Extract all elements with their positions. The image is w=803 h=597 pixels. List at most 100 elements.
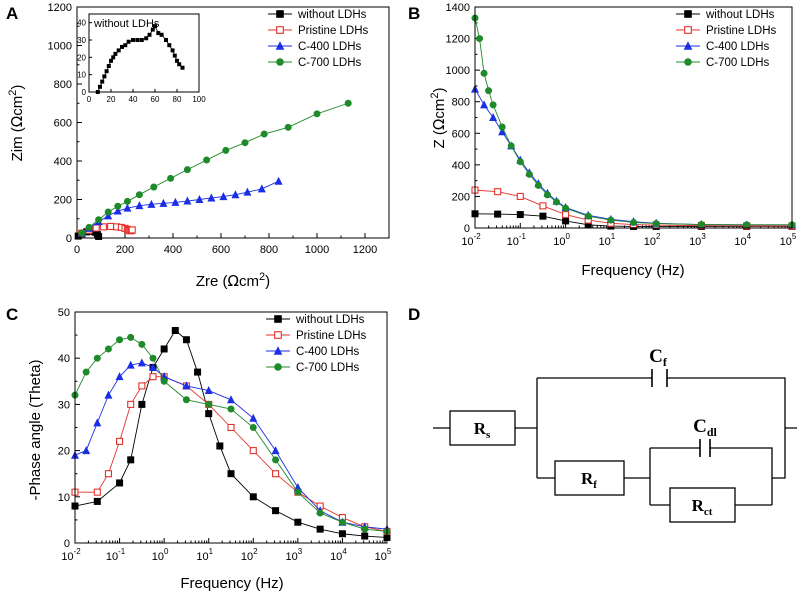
data-point bbox=[126, 360, 135, 369]
legend-entry-pristine: Pristine LDHs bbox=[266, 330, 367, 342]
inset-frame bbox=[88, 13, 200, 93]
data-point bbox=[183, 196, 192, 205]
inset-data-point bbox=[172, 53, 177, 58]
data-point bbox=[82, 446, 91, 455]
data-point bbox=[116, 437, 124, 445]
data-point bbox=[697, 221, 705, 229]
data-point bbox=[92, 224, 100, 232]
data-point bbox=[257, 184, 266, 193]
y-tick-label: 40 bbox=[58, 353, 70, 365]
x-tick-label: 102 bbox=[241, 547, 258, 563]
data-point bbox=[160, 345, 168, 353]
inset-x-tick-label: 40 bbox=[129, 95, 138, 104]
data-point bbox=[294, 518, 302, 526]
series-line bbox=[75, 376, 388, 532]
data-point bbox=[284, 123, 292, 131]
data-point bbox=[562, 217, 570, 225]
data-point bbox=[338, 530, 346, 538]
panel-c-frame bbox=[74, 311, 388, 544]
y-tick-label: 600 bbox=[54, 118, 72, 130]
legend-label: C-400 LDHs bbox=[706, 41, 770, 53]
data-point bbox=[159, 198, 168, 207]
y-tick-label: 1000 bbox=[48, 41, 72, 53]
data-point bbox=[93, 497, 101, 505]
data-point bbox=[361, 532, 369, 540]
legend-entry-c700: C-700 LDHs bbox=[268, 57, 362, 69]
data-point bbox=[494, 188, 502, 196]
data-point bbox=[272, 470, 280, 478]
legend-label: C-400 LDHs bbox=[296, 346, 360, 358]
inset-y-tick-label: 40 bbox=[77, 19, 86, 28]
data-point bbox=[272, 507, 280, 515]
legend-entry-without: without LDHs bbox=[266, 314, 365, 326]
data-point bbox=[137, 358, 146, 367]
panel-c-x-axis-label: Frequency (Hz) bbox=[180, 575, 283, 592]
data-point bbox=[116, 336, 124, 344]
data-point bbox=[149, 354, 157, 362]
legend-entry-pristine: Pristine LDHs bbox=[268, 25, 369, 37]
data-point bbox=[534, 181, 542, 189]
legend-marker bbox=[276, 26, 284, 34]
legend-entry-pristine: Pristine LDHs bbox=[676, 25, 777, 37]
rct-label: Rct bbox=[692, 496, 713, 518]
legend-marker bbox=[684, 10, 692, 18]
inset-data-point bbox=[164, 38, 168, 42]
inset-data-point bbox=[144, 36, 149, 41]
panel-b-x-axis-label: Frequency (Hz) bbox=[581, 262, 684, 279]
legend-marker bbox=[276, 58, 284, 66]
data-point bbox=[135, 191, 143, 199]
y-tick-label: 1000 bbox=[446, 65, 470, 77]
x-tick-label: 105 bbox=[375, 547, 392, 563]
data-point bbox=[203, 156, 211, 164]
data-point bbox=[104, 470, 112, 478]
inset-data-point bbox=[100, 79, 105, 84]
legend-entry-c400: C-400 LDHs bbox=[266, 346, 360, 358]
data-point bbox=[562, 211, 570, 219]
data-point bbox=[116, 479, 124, 487]
data-point bbox=[271, 446, 280, 455]
data-point bbox=[167, 174, 175, 182]
cf-capacitor bbox=[651, 369, 668, 387]
data-point bbox=[313, 110, 321, 118]
data-point bbox=[743, 221, 751, 229]
panel-b-frame bbox=[474, 6, 793, 229]
series-c700 bbox=[78, 99, 352, 237]
inset-label: without LDHs bbox=[93, 18, 160, 30]
cf-label: Cf bbox=[649, 346, 668, 369]
series-without bbox=[71, 326, 391, 541]
data-point bbox=[494, 210, 502, 218]
series-c700 bbox=[471, 14, 796, 229]
inset-data-point bbox=[153, 24, 157, 29]
y-tick-label: 400 bbox=[54, 156, 72, 168]
inset-data-point bbox=[131, 38, 135, 42]
legend-label: Pristine LDHs bbox=[298, 25, 369, 37]
y-tick-label: 800 bbox=[452, 97, 470, 109]
y-tick-label: 50 bbox=[58, 307, 70, 319]
panel-label-a: A bbox=[6, 4, 18, 23]
data-point bbox=[260, 130, 268, 138]
panel-c-y-axis-label: -Phase angle (Theta) bbox=[27, 360, 44, 501]
inset-data-point bbox=[106, 64, 111, 68]
legend-label: C-400 LDHs bbox=[298, 41, 362, 53]
y-tick-label: 600 bbox=[452, 128, 470, 140]
data-point bbox=[138, 400, 146, 408]
rf-resistor bbox=[554, 460, 625, 496]
data-point bbox=[485, 87, 493, 95]
inset-y-tick-label: 0 bbox=[82, 88, 87, 97]
legend-entry-c700: C-700 LDHs bbox=[676, 57, 770, 69]
data-point bbox=[195, 195, 204, 203]
legend-entry-without: without LDHs bbox=[268, 9, 367, 21]
data-point bbox=[249, 424, 257, 431]
y-tick-label: 1200 bbox=[446, 34, 470, 46]
data-point bbox=[99, 223, 107, 231]
data-point bbox=[149, 373, 157, 381]
panel-label-d: D bbox=[408, 305, 420, 324]
data-point bbox=[123, 197, 131, 205]
data-point bbox=[171, 326, 179, 334]
y-tick-label: 200 bbox=[452, 191, 470, 203]
inset-data-point bbox=[156, 31, 161, 36]
inset-x-tick-label: 20 bbox=[107, 95, 116, 104]
series-line bbox=[74, 362, 388, 530]
data-point bbox=[227, 470, 235, 478]
